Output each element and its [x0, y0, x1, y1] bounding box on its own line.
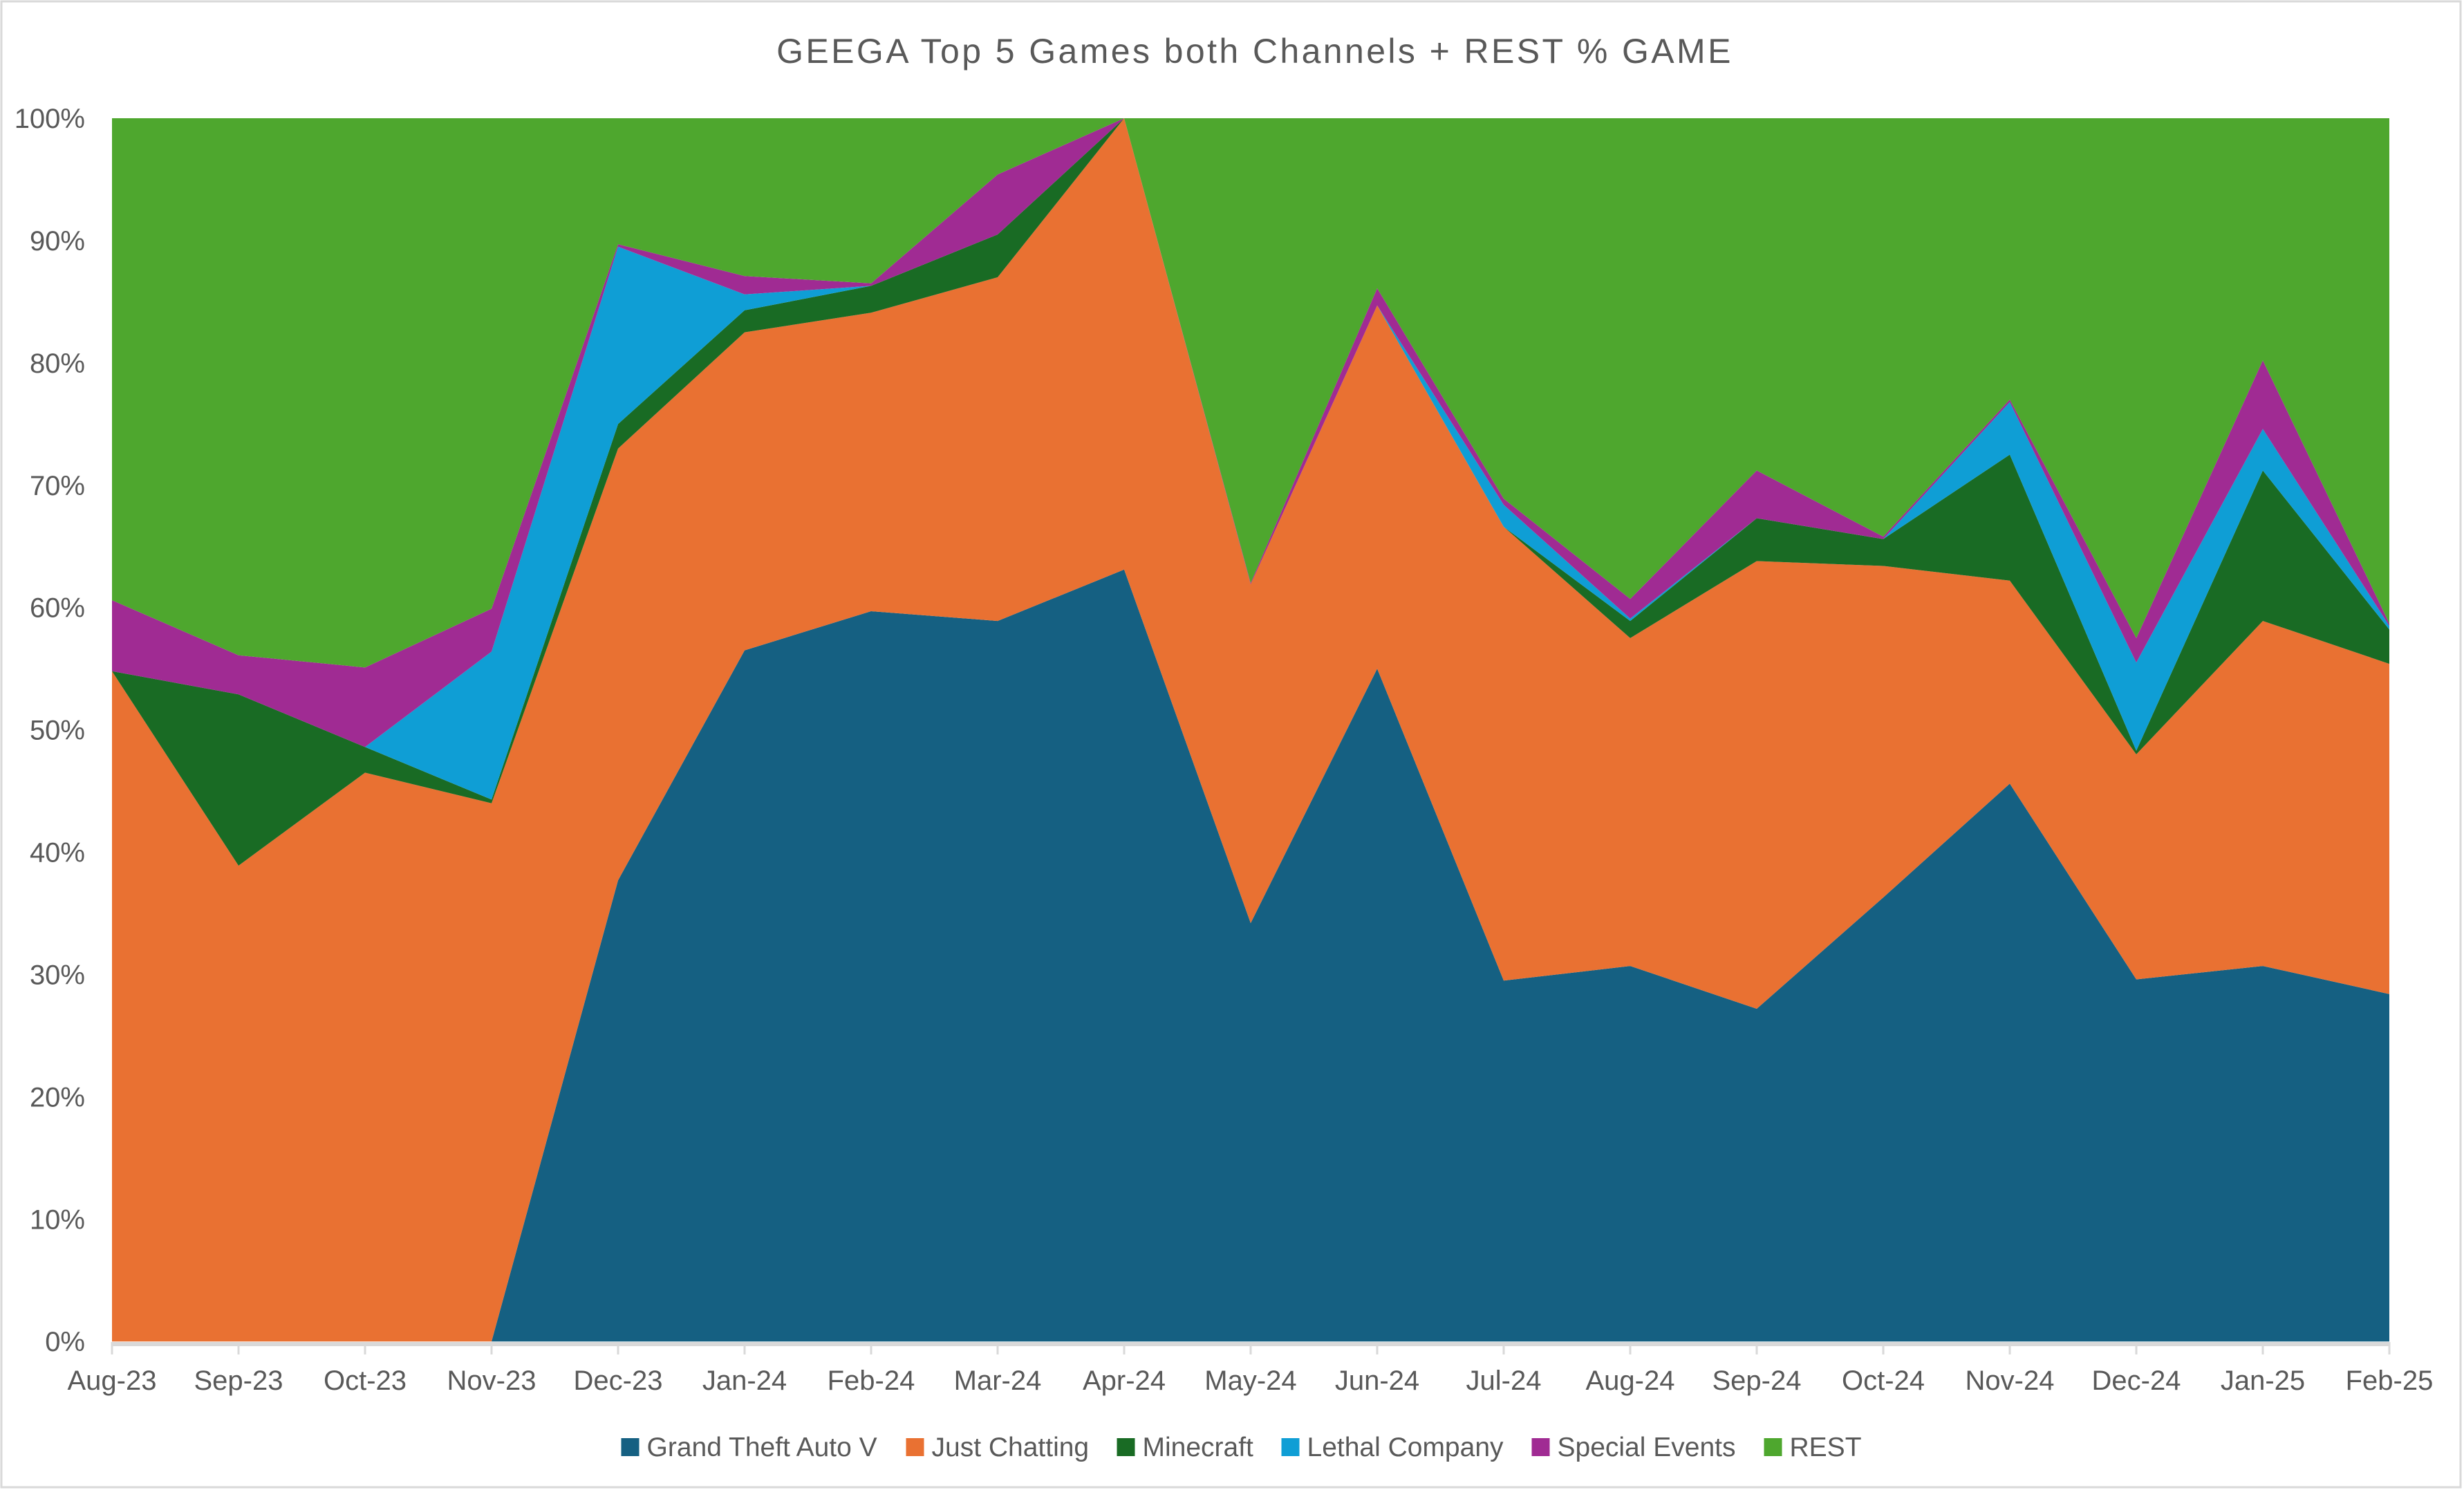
- svg-text:Oct-24: Oct-24: [1842, 1366, 1925, 1396]
- svg-text:May-24: May-24: [1204, 1366, 1296, 1396]
- svg-text:Sep-24: Sep-24: [1712, 1366, 1802, 1396]
- svg-text:Aug-24: Aug-24: [1586, 1366, 1675, 1396]
- svg-text:10%: 10%: [30, 1204, 85, 1235]
- svg-text:80%: 80%: [30, 348, 85, 379]
- svg-text:30%: 30%: [30, 960, 85, 990]
- svg-text:Dec-23: Dec-23: [574, 1366, 663, 1396]
- svg-text:50%: 50%: [30, 716, 85, 746]
- svg-text:Feb-24: Feb-24: [828, 1366, 915, 1396]
- svg-text:Apr-24: Apr-24: [1083, 1366, 1166, 1396]
- svg-text:Mar-24: Mar-24: [954, 1366, 1042, 1396]
- svg-text:Nov-23: Nov-23: [447, 1366, 536, 1396]
- svg-text:Jan-24: Jan-24: [702, 1366, 787, 1396]
- svg-text:Grand Theft Auto V: Grand Theft Auto V: [647, 1433, 877, 1462]
- svg-text:Just Chatting: Just Chatting: [932, 1433, 1090, 1462]
- svg-text:Feb-25: Feb-25: [2346, 1366, 2434, 1396]
- svg-text:90%: 90%: [30, 226, 85, 257]
- svg-text:Special Events: Special Events: [1558, 1433, 1736, 1462]
- svg-text:Nov-24: Nov-24: [1966, 1366, 2055, 1396]
- svg-text:70%: 70%: [30, 471, 85, 501]
- svg-text:Oct-23: Oct-23: [324, 1366, 407, 1396]
- svg-text:Aug-23: Aug-23: [68, 1366, 157, 1396]
- svg-text:100%: 100%: [15, 104, 85, 134]
- svg-text:REST: REST: [1790, 1433, 1862, 1462]
- svg-text:Jul-24: Jul-24: [1466, 1366, 1542, 1396]
- svg-text:Sep-23: Sep-23: [194, 1366, 283, 1396]
- svg-text:Jun-24: Jun-24: [1335, 1366, 1419, 1396]
- svg-text:0%: 0%: [45, 1327, 85, 1357]
- svg-text:40%: 40%: [30, 838, 85, 868]
- svg-text:Lethal Company: Lethal Company: [1307, 1433, 1504, 1462]
- svg-text:Dec-24: Dec-24: [2092, 1366, 2181, 1396]
- svg-text:GEEGA Top 5 Games both Channel: GEEGA Top 5 Games both Channels + REST %…: [776, 32, 1733, 71]
- svg-text:Jan-25: Jan-25: [2221, 1366, 2305, 1396]
- svg-text:20%: 20%: [30, 1082, 85, 1112]
- svg-text:60%: 60%: [30, 593, 85, 624]
- svg-text:Minecraft: Minecraft: [1143, 1433, 1254, 1462]
